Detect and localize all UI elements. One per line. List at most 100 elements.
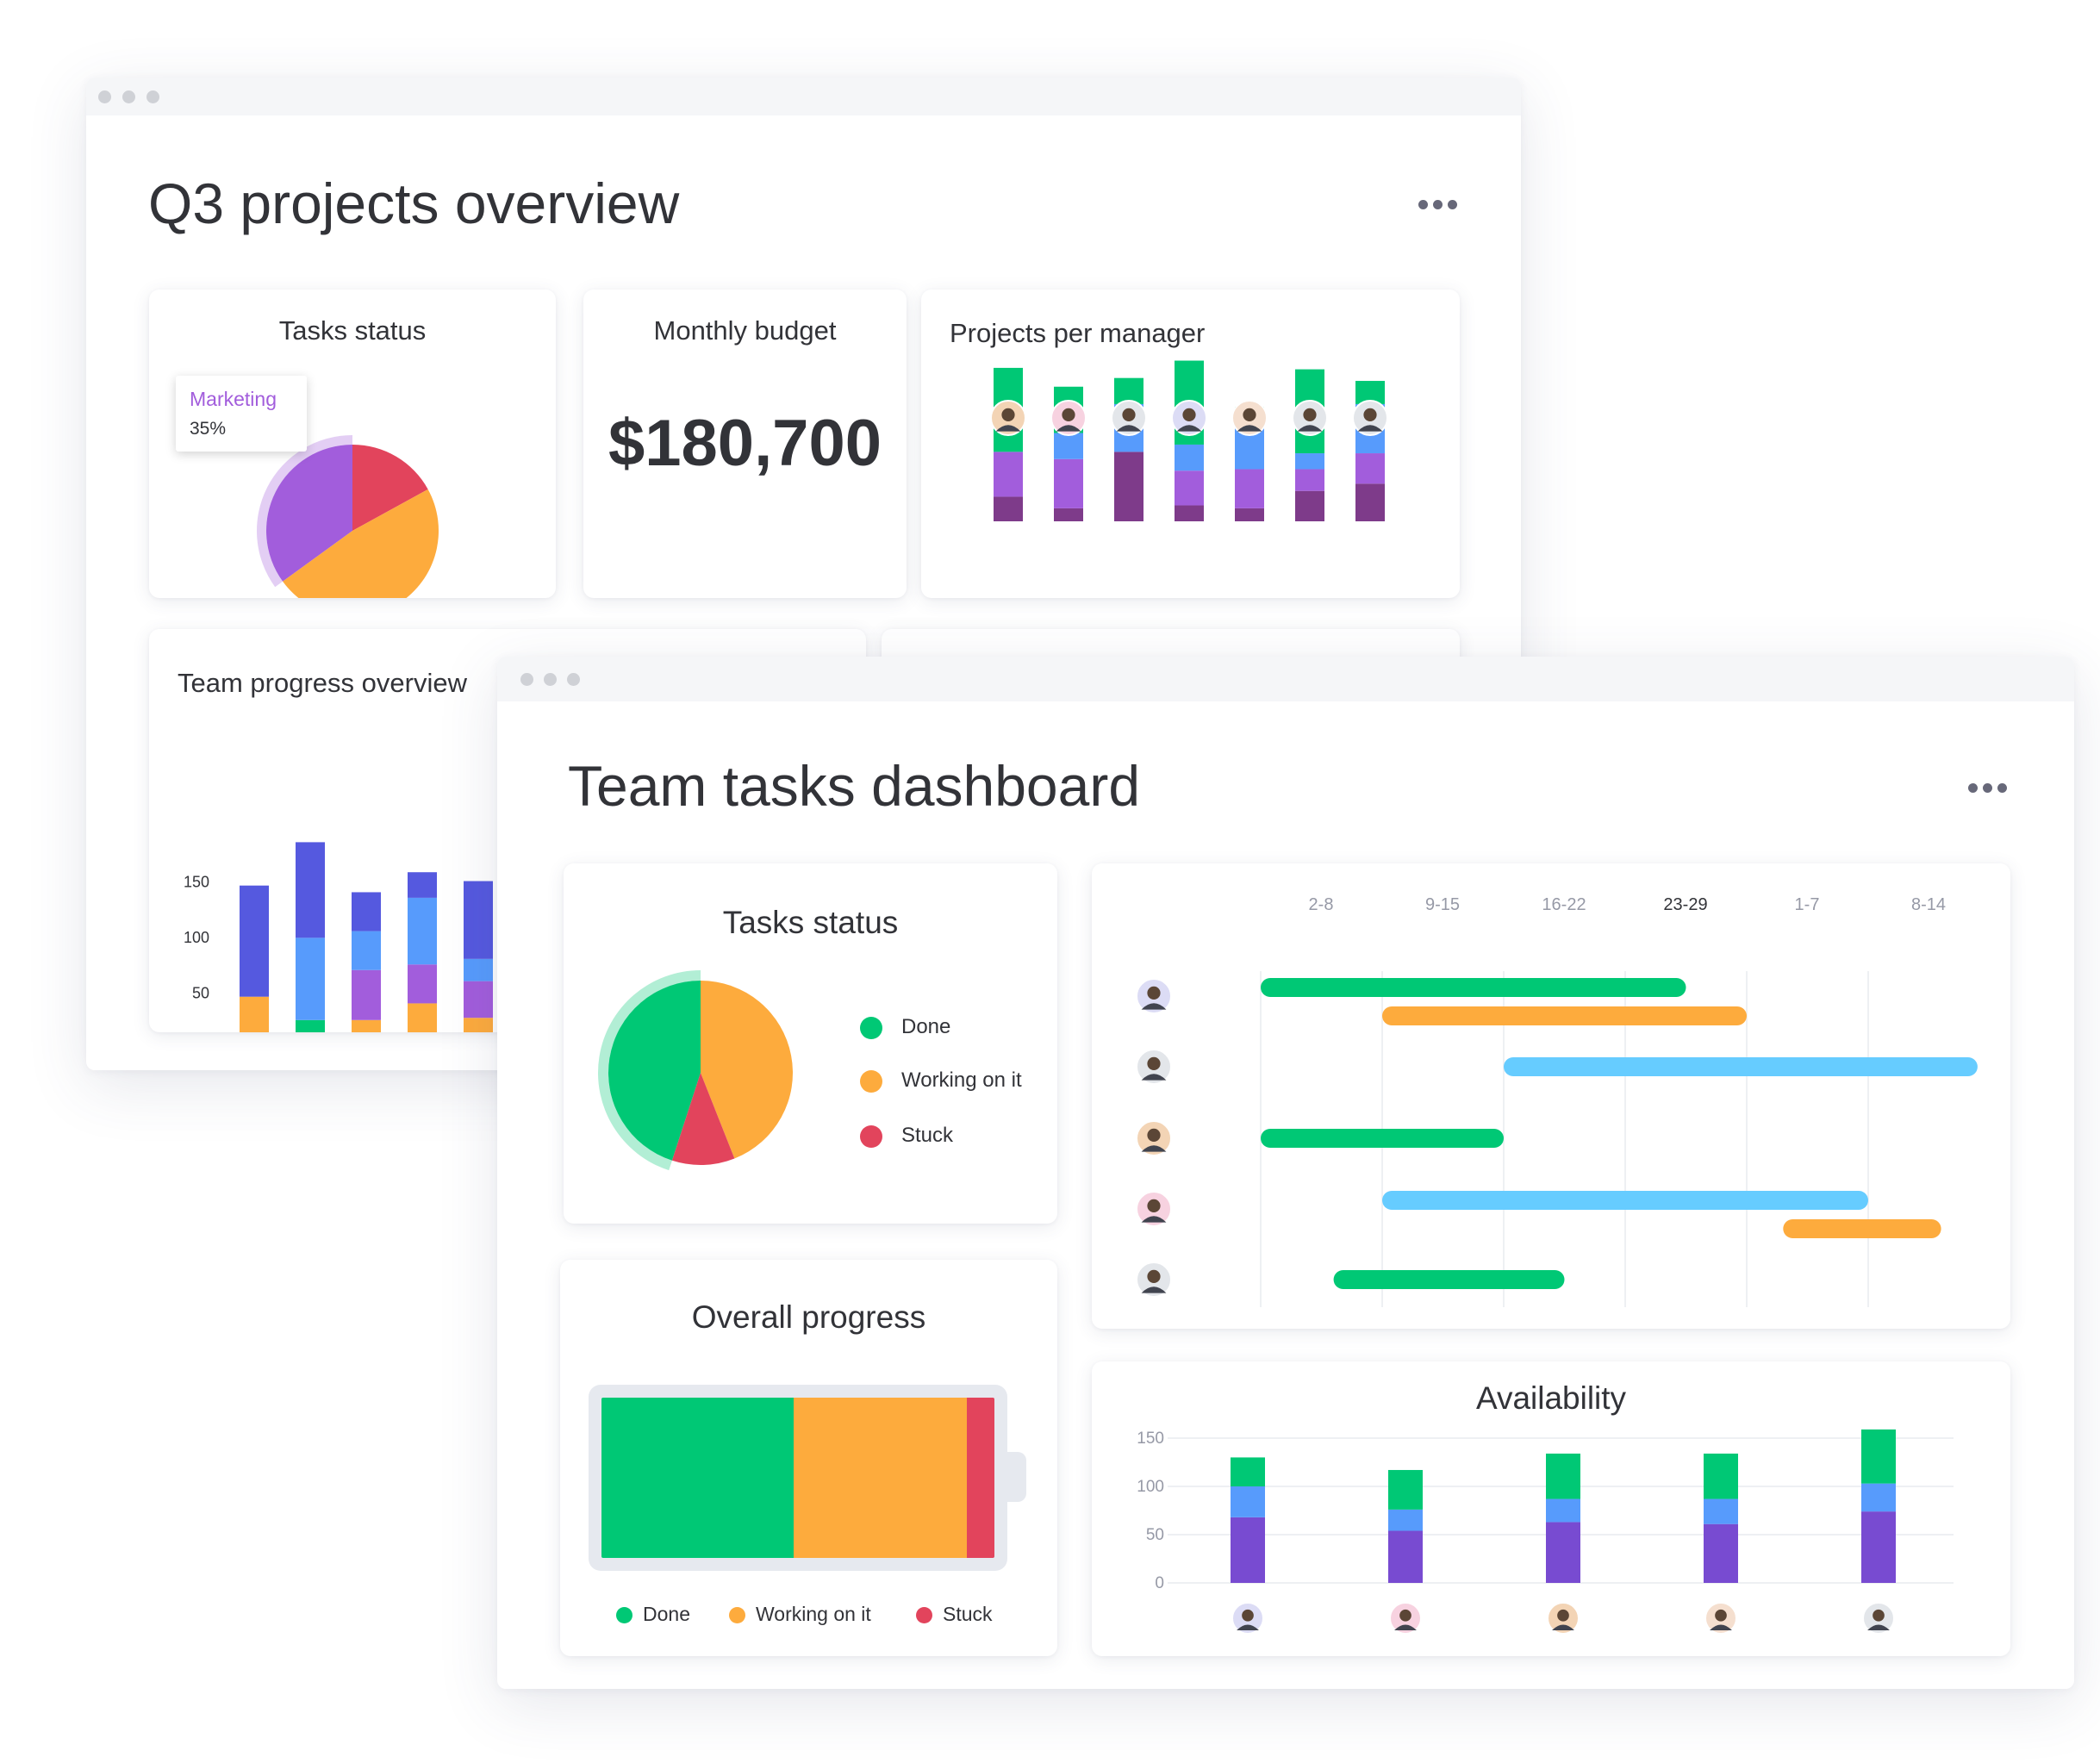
more-options-icon[interactable]: [1968, 782, 2012, 797]
tooltip-value: 35%: [190, 419, 227, 439]
avatar: [1050, 400, 1087, 436]
bar-segment: [408, 897, 437, 965]
legend-item-done: Done: [616, 1603, 690, 1626]
bar-segment: [1175, 470, 1204, 506]
gantt-bar: [1333, 1270, 1565, 1289]
y-tick-label: 100: [184, 929, 209, 946]
legend-label: Working on it: [901, 1068, 1022, 1092]
avatar-head: [1001, 408, 1015, 421]
bar-segment: [1355, 483, 1385, 521]
week-label: 23-29: [1663, 895, 1707, 914]
avatar-head: [1715, 1609, 1727, 1622]
avatar: [1352, 400, 1388, 436]
page-title: Team tasks dashboard: [568, 754, 1141, 818]
card-title: Projects per manager: [950, 318, 1206, 348]
tasks-status-pie-chart: [257, 435, 439, 598]
card-title: Team progress overview: [178, 668, 467, 698]
legend-item-stuck: Stuck: [916, 1603, 993, 1626]
bar-segment: [1054, 508, 1083, 521]
chart-tooltip: Marketing 35%: [176, 376, 307, 452]
bar-segment: [464, 1018, 493, 1032]
legend-label: Working on it: [756, 1603, 871, 1625]
pie-slice: [608, 981, 701, 1161]
bar-segment: [296, 938, 325, 1020]
avatar-head: [1363, 408, 1377, 421]
pie-slice: [701, 981, 793, 1159]
avatar-head: [1147, 1199, 1161, 1212]
bar-segment: [1704, 1498, 1738, 1524]
pie-slice: [266, 445, 352, 582]
legend-item-working: Working on it: [729, 1603, 871, 1626]
window-titlebar: [86, 78, 1521, 115]
tasks-status-card: Tasks status Done Working on it Stuck: [564, 863, 1057, 1224]
bar-segment: [352, 931, 381, 970]
overall-progress-card: Overall progress Done Working on it Stuc…: [560, 1260, 1057, 1656]
avatar-head: [1242, 1609, 1254, 1622]
avatar-body: [1141, 1286, 1167, 1293]
avatar-head: [1182, 408, 1196, 421]
avatar-head: [1147, 1056, 1161, 1070]
avatar-body: [1710, 1624, 1732, 1631]
avatar: [1292, 400, 1328, 436]
projects-per-manager-chart: [990, 360, 1388, 521]
week-label: 1-7: [1795, 895, 1820, 914]
done-dot-icon: [616, 1607, 632, 1624]
window-control-dot[interactable]: [544, 673, 557, 686]
avatar: [1136, 1262, 1172, 1298]
avatar-body: [1141, 1145, 1167, 1152]
battery-progress-bar: [589, 1385, 1026, 1571]
gantt-bar: [1382, 1006, 1747, 1025]
bar-segment: [464, 981, 493, 1019]
bar-segment: [1114, 377, 1143, 404]
bar-segment: [352, 969, 381, 1020]
window-control-dot[interactable]: [98, 90, 111, 103]
pie-slice: [283, 489, 439, 598]
done-dot-icon: [860, 1016, 882, 1039]
avatar: [1136, 978, 1172, 1014]
availability-chart: 0 50 100 150: [1137, 1429, 1954, 1635]
legend-label: Done: [643, 1603, 690, 1625]
avatar: [1389, 1602, 1422, 1635]
bar-segment: [408, 872, 437, 898]
stuck-dot-icon: [860, 1124, 882, 1148]
bar-segment: [408, 964, 437, 1004]
bar-segment: [464, 881, 493, 959]
gantt-bar: [1261, 978, 1686, 997]
page-title: Q3 projects overview: [148, 171, 680, 235]
avatar-body: [1552, 1624, 1574, 1631]
bar-segment: [296, 842, 325, 938]
bar-segment: [994, 452, 1023, 497]
avatar-body: [1237, 425, 1262, 432]
bar-segment: [464, 958, 493, 981]
pie-slice-highlight: [598, 970, 701, 1171]
bar-segment: [1388, 1509, 1423, 1531]
legend-item-stuck: Stuck: [860, 1124, 953, 1148]
progress-segments: [601, 1398, 994, 1558]
window-control-dot[interactable]: [520, 673, 533, 686]
card-title: Tasks status: [278, 315, 427, 346]
avatar-body: [1141, 1003, 1167, 1010]
window-control-dot[interactable]: [146, 90, 159, 103]
week-label: 9-15: [1425, 895, 1460, 914]
y-tick-label: 150: [184, 874, 209, 891]
avatar-body: [1357, 425, 1383, 432]
window-control-dot[interactable]: [567, 673, 580, 686]
avatar-body: [1141, 1216, 1167, 1223]
avatar-head: [1557, 1609, 1569, 1622]
monthly-budget-card: Monthly budget $180,700: [583, 290, 907, 598]
gantt-bar: [1783, 1219, 1941, 1238]
more-options-icon[interactable]: [1418, 198, 1462, 214]
working-dot-icon: [860, 1069, 882, 1093]
pie-slice: [671, 1073, 735, 1165]
bar-segment: [1231, 1486, 1265, 1517]
stuck-dot-icon: [916, 1607, 932, 1624]
bar-segment: [1546, 1522, 1580, 1583]
window-control-dot[interactable]: [122, 90, 135, 103]
bar-segment: [1388, 1530, 1423, 1583]
bar-segment: [352, 1019, 381, 1032]
availability-card: Availability 0 50 100 150: [1092, 1361, 2010, 1656]
projects-per-manager-card: Projects per manager: [921, 290, 1460, 598]
legend-item-done: Done: [860, 1015, 950, 1039]
bar-segment: [1388, 1469, 1423, 1510]
bar-segment: [1054, 433, 1083, 459]
